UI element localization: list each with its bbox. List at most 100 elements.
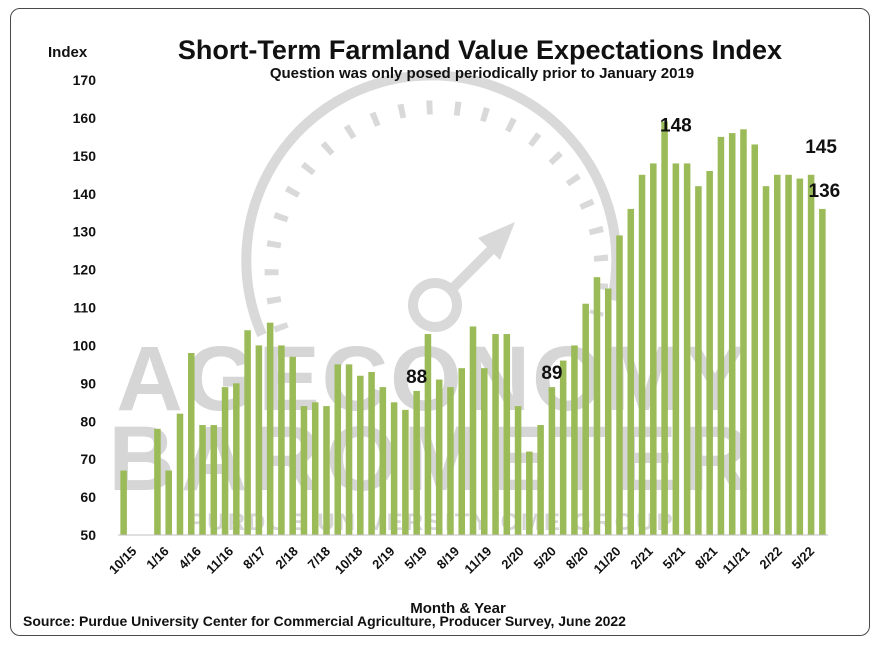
bar — [187, 353, 195, 535]
y-tick-label: 130 — [73, 224, 97, 240]
bar — [278, 345, 285, 535]
bar — [300, 406, 308, 535]
bar — [571, 345, 578, 535]
y-tick-label: 110 — [73, 300, 96, 316]
x-tick-label: 10/18 — [332, 544, 366, 578]
x-tick-label: 5/22 — [789, 544, 818, 573]
watermark-dial-arc — [241, 70, 622, 338]
data-label: 136 — [809, 181, 841, 202]
chart-title: Short-Term Farmland Value Expectations I… — [178, 35, 782, 65]
bar — [357, 375, 364, 535]
watermark-dial-hub — [408, 278, 462, 332]
bar — [492, 334, 499, 535]
bar — [526, 451, 533, 535]
bar — [165, 470, 172, 535]
bar — [695, 186, 702, 535]
bar — [807, 174, 815, 535]
bar — [706, 171, 713, 535]
bar — [334, 364, 342, 535]
bar — [503, 334, 511, 535]
x-tick-label: 5/19 — [401, 544, 430, 573]
bar — [435, 379, 443, 535]
bar — [244, 330, 251, 535]
chart-subtitle: Question was only posed periodically pri… — [270, 65, 694, 82]
bars-group — [120, 121, 826, 536]
bar — [683, 163, 691, 535]
y-axis-ticks: 50 60 70 80 90 100 110 120 130 140 150 160 170 — [73, 72, 97, 543]
x-tick-label: 2/22 — [756, 544, 785, 573]
bar — [481, 368, 488, 535]
bar — [345, 364, 353, 535]
bar — [774, 174, 781, 535]
bar — [311, 402, 319, 535]
y-tick-label: 60 — [80, 489, 96, 505]
bar — [728, 133, 736, 536]
bar — [819, 208, 826, 535]
bar — [785, 174, 792, 535]
x-tick-label: 8/21 — [692, 544, 721, 573]
y-tick-label: 90 — [80, 375, 96, 391]
y-tick-label: 120 — [73, 262, 97, 278]
bar — [199, 425, 206, 535]
data-label: 88 — [406, 367, 427, 388]
bar — [650, 163, 657, 535]
bar — [390, 402, 398, 535]
bar — [176, 413, 184, 535]
chart-frame — [10, 8, 870, 636]
source-note: Source: Purdue University Center for Com… — [23, 613, 626, 629]
x-tick-label: 2/19 — [369, 544, 398, 573]
bar — [379, 387, 387, 535]
bar — [424, 334, 432, 535]
data-labels: 88 89 148 145 136 — [406, 116, 840, 388]
bar — [413, 390, 420, 535]
data-label: 89 — [541, 363, 562, 384]
x-tick-label: 8/17 — [240, 544, 269, 573]
x-tick-label: 8/19 — [434, 544, 463, 573]
x-tick-label: 10/15 — [106, 544, 140, 578]
bar — [762, 186, 770, 535]
bar — [469, 326, 477, 535]
y-tick-label: 70 — [80, 451, 96, 467]
bar — [548, 387, 556, 535]
watermark-arrow-icon — [478, 222, 515, 260]
x-tick-label: 2/20 — [498, 544, 527, 573]
bar — [402, 409, 409, 535]
x-tick-label: 11/20 — [590, 544, 623, 577]
watermark-dial-ticks — [264, 100, 609, 333]
data-label: 145 — [805, 137, 837, 158]
bar — [154, 428, 161, 535]
bar — [266, 322, 274, 535]
y-tick-label: 160 — [73, 110, 97, 126]
x-tick-label: 11/16 — [203, 544, 236, 577]
y-axis-title: Index — [48, 44, 88, 61]
bar — [740, 129, 747, 535]
bar — [582, 303, 589, 535]
y-tick-label: 50 — [80, 527, 96, 543]
y-tick-label: 140 — [73, 186, 97, 202]
bar — [717, 136, 725, 535]
bar — [120, 470, 127, 535]
bar — [323, 406, 330, 535]
bar — [796, 178, 804, 536]
x-tick-label: 1/16 — [143, 544, 172, 573]
bar — [537, 425, 544, 535]
y-tick-label: 80 — [80, 413, 96, 429]
y-tick-label: 150 — [73, 148, 97, 164]
bar — [221, 387, 229, 535]
bar — [210, 425, 218, 535]
x-tick-label: 11/19 — [461, 544, 494, 577]
x-axis-title: Month & Year — [410, 600, 506, 617]
x-tick-label: 2/21 — [627, 544, 656, 573]
bar — [593, 277, 601, 535]
bar — [616, 235, 623, 536]
bar — [638, 174, 646, 535]
bar — [368, 371, 375, 535]
x-tick-label: 5/20 — [531, 544, 560, 573]
bar — [447, 387, 454, 535]
bar — [458, 368, 465, 535]
bar — [672, 163, 680, 535]
bar — [255, 345, 263, 535]
bar — [627, 208, 635, 535]
